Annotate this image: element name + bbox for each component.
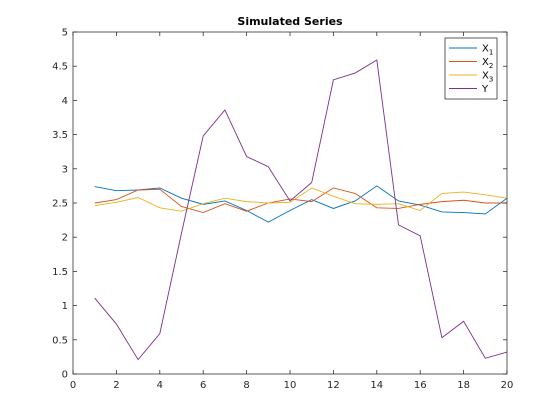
legend-label-text: Y	[481, 84, 489, 95]
plot-background	[73, 32, 507, 374]
y-tick-label: 4.5	[52, 62, 68, 73]
x-tick-label: 10	[284, 380, 297, 391]
series-line-y	[94, 59, 508, 361]
y-tick-label: 0.5	[52, 335, 68, 346]
y-tick-label: 1.5	[52, 267, 68, 278]
legend-label-subscript: 3	[489, 76, 493, 84]
y-tick-label: 2.5	[52, 199, 68, 210]
legend-label-text: X	[482, 71, 489, 82]
legend-label: X3	[482, 71, 493, 84]
series-line-x2	[94, 187, 507, 214]
series-layer	[94, 59, 508, 361]
x-tick-label: 4	[157, 380, 163, 391]
x-tick-label: 20	[501, 380, 514, 391]
series-line-x3	[94, 187, 508, 212]
y-tick-label: 4	[62, 96, 68, 107]
y-tick-label: 0	[62, 370, 68, 381]
y-tick-label: 5	[62, 28, 68, 39]
x-tick-label: 8	[243, 380, 249, 391]
legend-label: X2	[482, 57, 493, 70]
legend-label: X1	[482, 44, 493, 57]
legend-label-text: X	[482, 44, 489, 55]
y-tick-label: 3.5	[52, 130, 68, 141]
series-line-x1	[94, 185, 508, 223]
x-tick-label: 16	[414, 380, 427, 391]
y-tick-label: 3	[62, 164, 68, 175]
x-tick-label: 2	[113, 380, 119, 391]
legend-label-text: X	[482, 57, 489, 68]
plot-area	[73, 32, 507, 374]
y-tick-label: 1	[62, 301, 68, 312]
x-tick-label: 0	[70, 380, 76, 391]
x-tick-label: 12	[327, 380, 340, 391]
legend-label-subscript: 1	[489, 49, 493, 57]
legend-label: Y	[481, 84, 489, 95]
x-tick-label: 14	[370, 380, 383, 391]
x-tick-label: 6	[200, 380, 206, 391]
x-tick-label: 18	[457, 380, 470, 391]
y-tick-label: 2	[62, 233, 68, 244]
chart-title: Simulated Series	[237, 15, 343, 28]
legend-label-subscript: 2	[489, 62, 493, 70]
